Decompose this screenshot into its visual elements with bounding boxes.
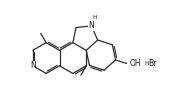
Text: OH: OH: [129, 59, 141, 68]
Text: N: N: [88, 21, 94, 30]
Text: Br: Br: [149, 59, 157, 68]
Text: N: N: [30, 61, 36, 70]
Text: H: H: [92, 15, 97, 20]
Text: H: H: [144, 61, 149, 66]
